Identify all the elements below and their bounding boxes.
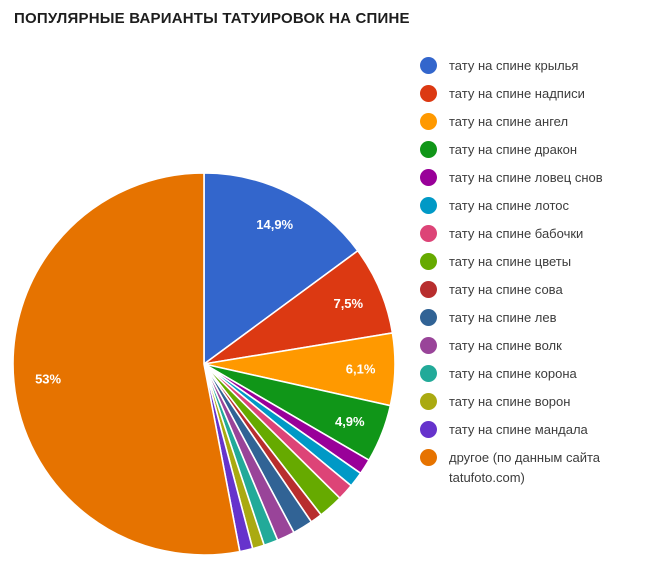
pie-slice-value-label: 4,9% <box>335 414 365 429</box>
legend-item-1[interactable]: тату на спине крылья <box>420 56 660 76</box>
legend-color-dot <box>420 85 437 102</box>
legend-label: тату на спине надписи <box>449 86 585 101</box>
legend-color-dot <box>420 421 437 438</box>
legend-color-dot <box>420 309 437 326</box>
legend-label: тату на спине крылья <box>449 58 579 73</box>
legend-label: тату на спине бабочки <box>449 226 584 241</box>
legend-color-dot <box>420 113 437 130</box>
chart-title: ПОПУЛЯРНЫЕ ВАРИАНТЫ ТАТУИРОВОК НА СПИНЕ <box>14 10 410 27</box>
pie-slice-value-label: 7,5% <box>333 296 363 311</box>
legend-item-3[interactable]: тату на спине ангел <box>420 112 660 132</box>
legend-item-8[interactable]: тату на спине цветы <box>420 252 660 272</box>
legend-item-7[interactable]: тату на спине бабочки <box>420 224 660 244</box>
legend-color-dot <box>420 225 437 242</box>
pie-slice-value-label: 6,1% <box>346 361 376 376</box>
legend-label: тату на спине ангел <box>449 114 569 129</box>
legend-label: тату на спине ворон <box>449 394 571 409</box>
legend-color-dot <box>420 365 437 382</box>
legend-color-dot <box>420 169 437 186</box>
legend-color-dot <box>420 253 437 270</box>
legend-color-dot <box>420 337 437 354</box>
legend-item-2[interactable]: тату на спине надписи <box>420 84 660 104</box>
legend-color-dot <box>420 197 437 214</box>
legend-item-15[interactable]: другое (по данным сайта tatufoto.com) <box>420 448 660 488</box>
legend-color-dot <box>420 141 437 158</box>
pie-slice-1[interactable] <box>203 172 359 365</box>
pie-slice-value-label: 53% <box>35 372 61 387</box>
legend-item-14[interactable]: тату на спине мандала <box>420 420 660 440</box>
legend-item-11[interactable]: тату на спине волк <box>420 336 660 356</box>
legend-label: тату на спине мандала <box>449 422 588 437</box>
legend-item-4[interactable]: тату на спине дракон <box>420 140 660 160</box>
pie-slice-value-label: 14,9% <box>256 217 293 232</box>
legend-label: другое (по данным сайта tatufoto.com) <box>449 450 601 485</box>
legend-label: тату на спине сова <box>449 282 563 297</box>
legend-label: тату на спине ловец снов <box>449 170 603 185</box>
legend-item-13[interactable]: тату на спине ворон <box>420 392 660 412</box>
legend-item-10[interactable]: тату на спине лев <box>420 308 660 328</box>
legend-label: тату на спине цветы <box>449 254 572 269</box>
legend-item-12[interactable]: тату на спине корона <box>420 364 660 384</box>
legend-label: тату на спине волк <box>449 338 562 353</box>
pie-slice-15[interactable] <box>12 172 241 556</box>
legend: тату на спине крылья тату на спине надпис… <box>420 56 660 488</box>
legend-color-dot <box>420 57 437 74</box>
legend-label: тату на спине корона <box>449 366 577 381</box>
legend-label: тату на спине дракон <box>449 142 578 157</box>
legend-item-9[interactable]: тату на спине сова <box>420 280 660 300</box>
legend-color-dot <box>420 281 437 298</box>
legend-color-dot <box>420 393 437 410</box>
legend-label: тату на спине лотос <box>449 198 570 213</box>
legend-color-dot <box>420 449 437 466</box>
legend-item-6[interactable]: тату на спине лотос <box>420 196 660 216</box>
legend-item-5[interactable]: тату на спине ловец снов <box>420 168 660 188</box>
legend-label: тату на спине лев <box>449 310 557 325</box>
